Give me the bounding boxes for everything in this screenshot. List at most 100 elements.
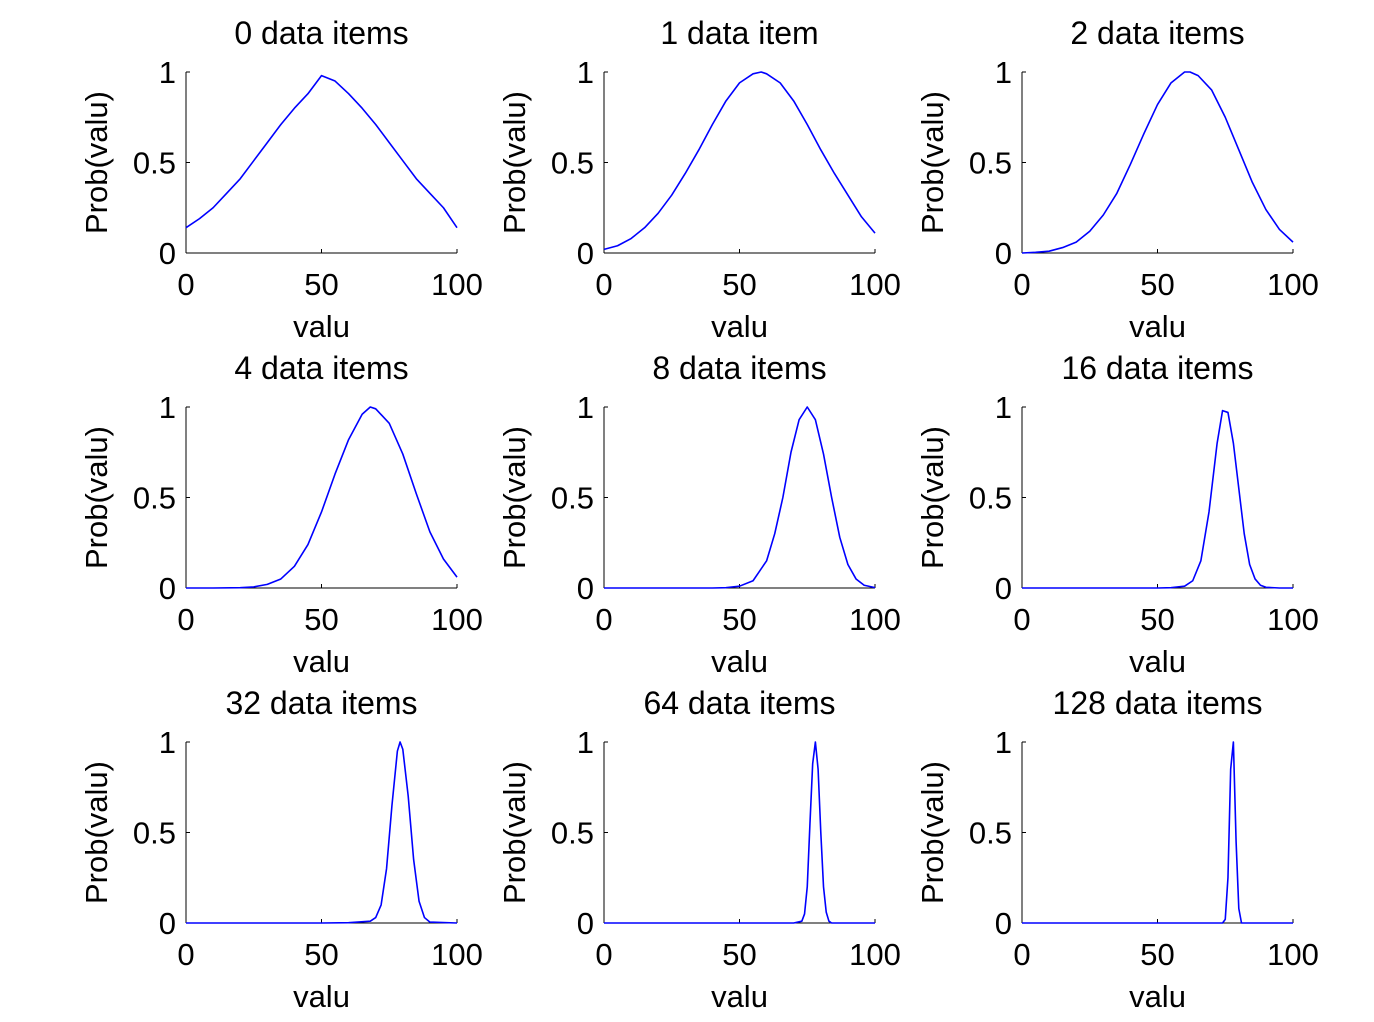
y-tick-label: 0 xyxy=(159,906,176,941)
y-tick-label: 0 xyxy=(995,236,1012,271)
subplot-title: 2 data items xyxy=(1070,15,1244,51)
x-axis-label: valu xyxy=(1129,644,1186,679)
x-tick-label: 100 xyxy=(1267,267,1319,302)
x-tick-label: 50 xyxy=(1140,602,1174,637)
x-tick-label: 100 xyxy=(1267,937,1319,972)
series-line xyxy=(604,741,875,924)
y-tick-label: 0.5 xyxy=(551,481,594,516)
y-axis-label: Prob(valu) xyxy=(79,91,114,234)
x-tick-label: 0 xyxy=(177,267,194,302)
y-tick-label: 1 xyxy=(577,725,594,760)
subplot-2: 1 data item 0 50 100 0 0.5 1 valu Prob(valu) xyxy=(497,15,901,344)
x-tick-label: 50 xyxy=(1140,937,1174,972)
x-tick-label: 0 xyxy=(595,267,612,302)
x-tick-label: 50 xyxy=(722,602,756,637)
y-tick-label: 0.5 xyxy=(133,816,176,851)
x-tick-label: 50 xyxy=(1140,267,1174,302)
x-tick-label: 0 xyxy=(1013,602,1030,637)
series-line xyxy=(604,406,876,589)
x-tick-label: 0 xyxy=(177,937,194,972)
subplot-title: 128 data items xyxy=(1053,685,1263,721)
subplot-7: 32 data items 0 50 100 0 0.5 1 valu Prob(valu) xyxy=(79,685,483,1014)
y-tick-label: 0 xyxy=(159,236,176,271)
subplot-title: 32 data items xyxy=(225,685,417,721)
y-tick-label: 0 xyxy=(159,571,176,606)
y-tick-label: 1 xyxy=(995,55,1012,90)
y-tick-label: 1 xyxy=(159,55,176,90)
y-tick-label: 1 xyxy=(159,725,176,760)
x-tick-label: 100 xyxy=(849,937,901,972)
subplot-1: 0 data items 0 50 100 0 0.5 1 valu Prob(valu) xyxy=(79,15,483,344)
y-tick-label: 1 xyxy=(995,725,1012,760)
y-axis-label: Prob(valu) xyxy=(497,426,532,569)
y-tick-label: 0.5 xyxy=(133,146,176,181)
y-axis-label: Prob(valu) xyxy=(79,426,114,569)
series-line xyxy=(1022,741,1293,924)
y-tick-label: 0 xyxy=(577,236,594,271)
x-axis-label: valu xyxy=(711,979,768,1014)
y-tick-label: 1 xyxy=(577,55,594,90)
subplot-4: 4 data items 0 50 100 0 0.5 1 valu Prob(valu) xyxy=(79,350,483,679)
y-tick-label: 0 xyxy=(995,571,1012,606)
subplot-title: 0 data items xyxy=(234,15,408,51)
y-tick-label: 0 xyxy=(995,906,1012,941)
x-axis-label: valu xyxy=(711,309,768,344)
x-tick-label: 50 xyxy=(304,937,338,972)
x-tick-label: 100 xyxy=(1267,602,1319,637)
subplot-8: 64 data items 0 50 100 0 0.5 1 valu Prob(valu) xyxy=(497,685,901,1014)
x-tick-label: 100 xyxy=(431,267,483,302)
x-tick-label: 50 xyxy=(722,267,756,302)
series-line xyxy=(1021,71,1294,254)
series-line xyxy=(1022,409,1293,589)
y-tick-label: 0.5 xyxy=(551,816,594,851)
series-line xyxy=(186,406,458,589)
subplot-title: 4 data items xyxy=(234,350,408,386)
y-tick-label: 0.5 xyxy=(969,146,1012,181)
x-tick-label: 50 xyxy=(304,602,338,637)
y-tick-label: 0.5 xyxy=(969,816,1012,851)
subplot-6: 16 data items 0 50 100 0 0.5 1 valu Prob(valu) xyxy=(915,350,1319,679)
x-tick-label: 100 xyxy=(431,937,483,972)
x-tick-label: 0 xyxy=(595,937,612,972)
y-axis-label: Prob(valu) xyxy=(915,761,950,904)
y-axis-label: Prob(valu) xyxy=(915,426,950,569)
subplot-5: 8 data items 0 50 100 0 0.5 1 valu Prob(valu) xyxy=(497,350,901,679)
x-tick-label: 0 xyxy=(1013,267,1030,302)
x-tick-label: 100 xyxy=(431,602,483,637)
y-axis-label: Prob(valu) xyxy=(915,91,950,234)
x-tick-label: 0 xyxy=(177,602,194,637)
y-tick-label: 1 xyxy=(995,390,1012,425)
y-tick-label: 0.5 xyxy=(133,481,176,516)
x-tick-label: 50 xyxy=(304,267,338,302)
subplot-3: 2 data items 0 50 100 0 0.5 1 valu Prob(valu) xyxy=(915,15,1319,344)
y-axis-label: Prob(valu) xyxy=(497,91,532,234)
subplot-title: 1 data item xyxy=(660,15,818,51)
y-tick-label: 1 xyxy=(577,390,594,425)
x-tick-label: 100 xyxy=(849,267,901,302)
subplot-9: 128 data items 0 50 100 0 0.5 1 valu Prob(valu) xyxy=(915,685,1319,1014)
x-tick-label: 100 xyxy=(849,602,901,637)
x-axis-label: valu xyxy=(293,979,350,1014)
y-tick-label: 0 xyxy=(577,571,594,606)
series-line xyxy=(185,74,458,229)
y-tick-label: 0.5 xyxy=(969,481,1012,516)
x-axis-label: valu xyxy=(1129,309,1186,344)
x-tick-label: 0 xyxy=(595,602,612,637)
y-tick-label: 1 xyxy=(159,390,176,425)
y-axis-label: Prob(valu) xyxy=(497,761,532,904)
x-tick-label: 50 xyxy=(722,937,756,972)
subplot-title: 8 data items xyxy=(652,350,826,386)
x-axis-label: valu xyxy=(293,644,350,679)
series-line xyxy=(186,741,458,924)
x-axis-label: valu xyxy=(293,309,350,344)
x-axis-label: valu xyxy=(1129,979,1186,1014)
y-axis-label: Prob(valu) xyxy=(79,761,114,904)
subplot-title: 64 data items xyxy=(643,685,835,721)
y-tick-label: 0 xyxy=(577,906,594,941)
x-axis-label: valu xyxy=(711,644,768,679)
subplot-title: 16 data items xyxy=(1061,350,1253,386)
y-tick-label: 0.5 xyxy=(551,146,594,181)
x-tick-label: 0 xyxy=(1013,937,1030,972)
series-line xyxy=(603,71,876,251)
